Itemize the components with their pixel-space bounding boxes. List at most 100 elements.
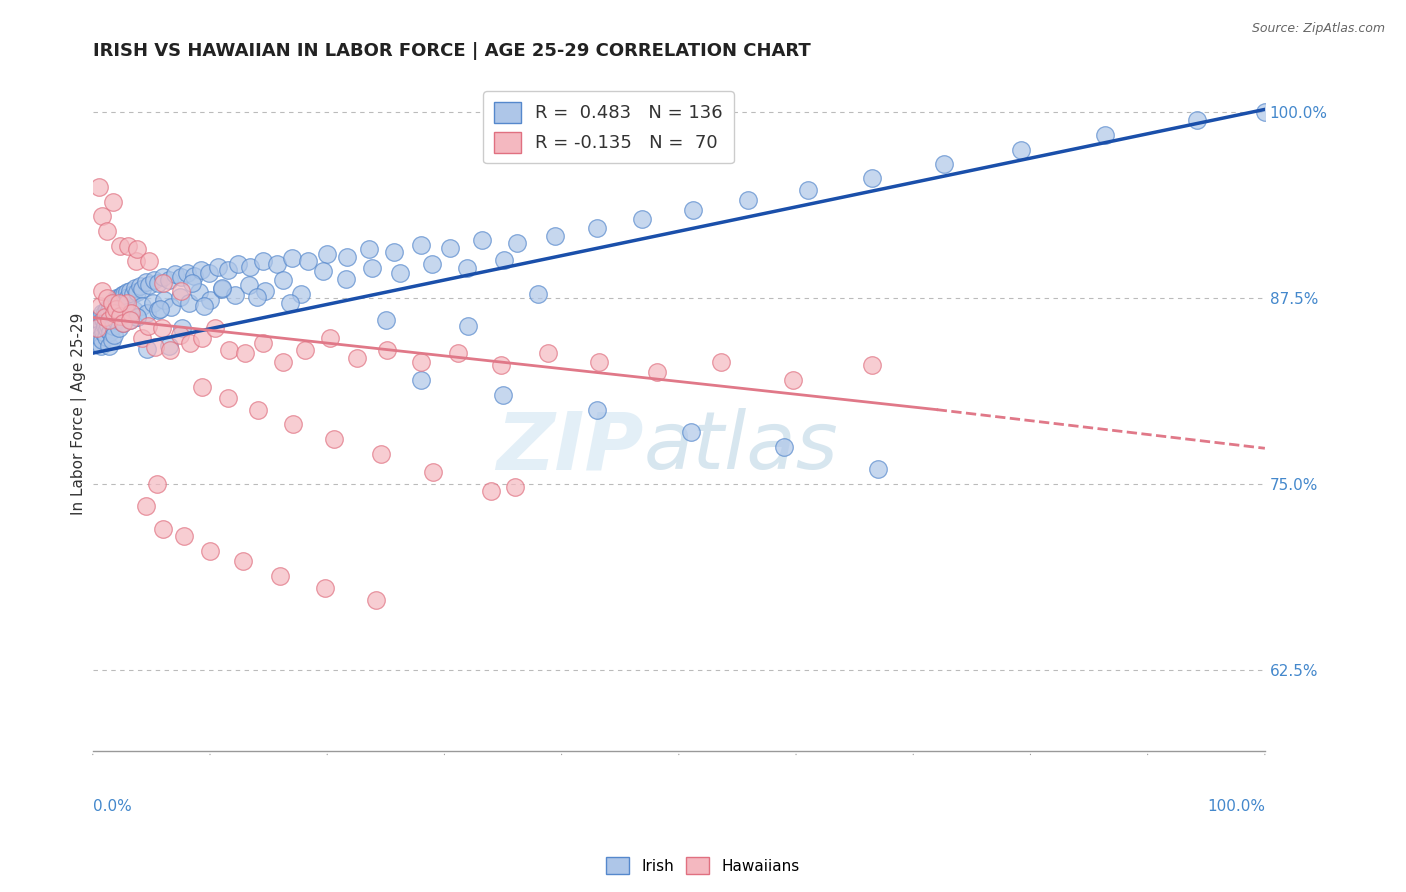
- Point: [105, 291, 128, 305]
- Point: [142, 273, 165, 287]
- Point: [112, 317, 135, 331]
- Point: [98, 313, 121, 327]
- Point: [860, 358, 883, 372]
- Point: [193, 299, 215, 313]
- Point: [90, 317, 112, 331]
- Point: [797, 183, 820, 197]
- Point: [148, 303, 170, 318]
- Point: [204, 321, 226, 335]
- Point: [111, 288, 134, 302]
- Point: [198, 544, 221, 558]
- Point: [170, 270, 193, 285]
- Point: [217, 391, 239, 405]
- Point: [135, 306, 157, 320]
- Point: [198, 293, 221, 307]
- Point: [271, 355, 294, 369]
- Point: [90, 339, 112, 353]
- Point: [585, 402, 607, 417]
- Point: [131, 299, 153, 313]
- Point: [163, 268, 186, 282]
- Point: [1094, 128, 1116, 142]
- Point: [492, 388, 515, 402]
- Point: [536, 346, 558, 360]
- Point: [246, 290, 269, 304]
- Point: [489, 358, 512, 372]
- Point: [114, 293, 136, 307]
- Point: [121, 286, 143, 301]
- Point: [374, 313, 396, 327]
- Point: [93, 310, 115, 325]
- Point: [100, 299, 122, 313]
- Point: [120, 313, 142, 327]
- Point: [1185, 112, 1208, 127]
- Point: [773, 440, 796, 454]
- Point: [281, 251, 304, 265]
- Point: [169, 328, 191, 343]
- Point: [177, 295, 200, 310]
- Point: [173, 529, 195, 543]
- Point: [120, 313, 142, 327]
- Point: [409, 373, 432, 387]
- Point: [360, 261, 382, 276]
- Point: [135, 342, 157, 356]
- Point: [110, 295, 132, 310]
- Point: [588, 355, 610, 369]
- Point: [127, 242, 149, 256]
- Point: [682, 203, 704, 218]
- Point: [91, 333, 114, 347]
- Point: [128, 279, 150, 293]
- Point: [269, 569, 291, 583]
- Point: [100, 306, 122, 320]
- Point: [146, 477, 169, 491]
- Point: [585, 221, 607, 235]
- Point: [108, 309, 131, 323]
- Point: [181, 277, 204, 291]
- Point: [188, 285, 211, 300]
- Point: [115, 295, 138, 310]
- Point: [207, 260, 229, 274]
- Point: [135, 500, 157, 514]
- Point: [479, 484, 502, 499]
- Point: [127, 285, 149, 300]
- Point: [527, 286, 550, 301]
- Point: [101, 319, 124, 334]
- Point: [169, 290, 191, 304]
- Point: [1254, 105, 1277, 120]
- Point: [190, 263, 212, 277]
- Point: [506, 236, 529, 251]
- Point: [86, 321, 108, 335]
- Text: atlas: atlas: [644, 409, 838, 486]
- Point: [543, 228, 565, 243]
- Point: [93, 312, 115, 326]
- Point: [104, 294, 127, 309]
- Point: [100, 326, 122, 340]
- Point: [198, 266, 221, 280]
- Point: [131, 331, 153, 345]
- Point: [91, 284, 114, 298]
- Point: [148, 277, 170, 291]
- Point: [103, 300, 125, 314]
- Point: [254, 284, 277, 298]
- Point: [170, 284, 193, 298]
- Point: [224, 288, 246, 302]
- Point: [103, 328, 125, 343]
- Point: [294, 343, 316, 358]
- Point: [93, 304, 115, 318]
- Point: [117, 290, 139, 304]
- Legend: R =  0.483   N = 136, R = -0.135   N =  70: R = 0.483 N = 136, R = -0.135 N = 70: [484, 91, 734, 163]
- Point: [159, 343, 181, 358]
- Point: [96, 322, 118, 336]
- Point: [346, 351, 368, 365]
- Point: [120, 284, 142, 298]
- Point: [107, 295, 129, 310]
- Point: [239, 260, 262, 274]
- Point: [271, 273, 294, 287]
- Point: [142, 295, 165, 310]
- Point: [160, 300, 183, 314]
- Point: [97, 309, 120, 323]
- Point: [359, 242, 381, 256]
- Point: [336, 250, 359, 264]
- Point: [366, 593, 388, 607]
- Point: [503, 480, 526, 494]
- Text: ZIP: ZIP: [496, 409, 644, 486]
